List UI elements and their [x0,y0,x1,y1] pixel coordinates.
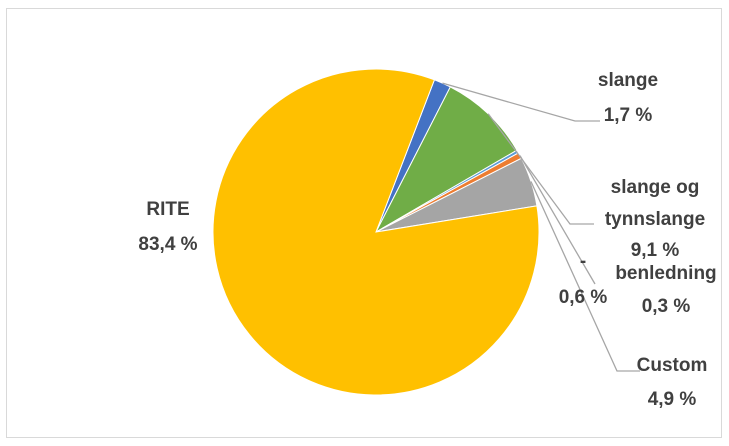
leader-line [519,155,596,285]
leader-lines [442,82,640,372]
leader-line [530,181,640,372]
label-slange-name: slange [598,70,658,91]
pie-slice-rite [212,68,540,396]
label-dash-value: 0,6 % [559,287,608,308]
leader-line [487,113,594,225]
label-benledning-name: benledning [615,263,716,284]
label-slange-og-value: 9,1 % [631,240,680,261]
label-slange-og-line2: tynnslange [605,209,705,230]
label-rite-value: 83,4 % [138,234,197,255]
label-rite-name: RITE [146,199,189,220]
label-custom-name: Custom [637,355,708,376]
pie-slices [212,68,540,396]
label-custom-value: 4,9 % [648,389,697,410]
label-slange-value: 1,7 % [604,105,653,126]
label-dash-name: - [580,251,586,272]
leader-line [442,82,600,122]
label-benledning-value: 0,3 % [642,296,691,317]
label-slange-og-line1: slange og [611,177,700,198]
